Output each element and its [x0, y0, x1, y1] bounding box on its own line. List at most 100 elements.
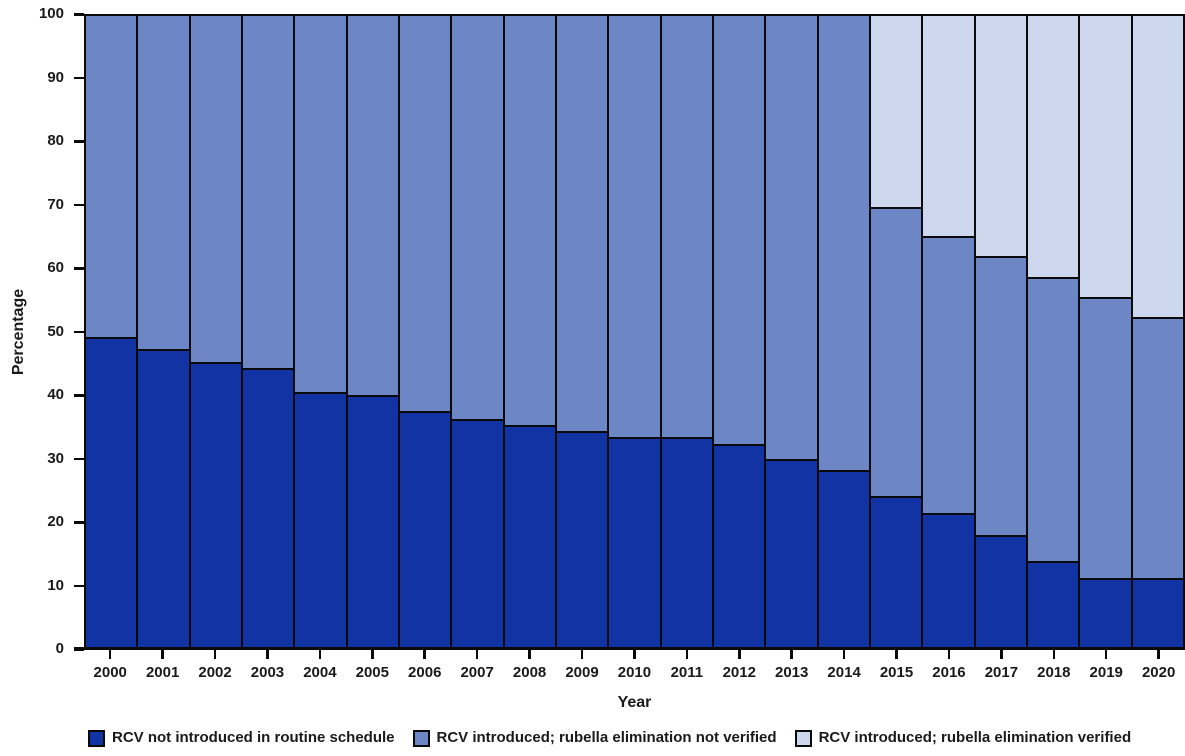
bar-segment-2014-series0 [818, 470, 869, 647]
bar-segment-2018-series2 [1027, 16, 1079, 278]
bar-segment-2002-series0 [190, 361, 241, 647]
y-tick-90 [74, 76, 84, 79]
legend-swatch-2 [794, 729, 812, 747]
x-tick-label-2018: 2018 [1037, 664, 1071, 681]
x-tick-2005 [346, 650, 398, 659]
x-tick-2019 [1080, 650, 1132, 659]
bar-2009 [554, 14, 610, 649]
y-tick-label-70: 70 [47, 195, 64, 213]
x-tick-label-2008: 2008 [512, 664, 547, 681]
bar-segment-2003-series1 [242, 16, 294, 369]
bar-2004 [293, 14, 348, 649]
bar-segment-2010-series1 [609, 16, 660, 438]
x-tick-label-2020: 2020 [1141, 664, 1176, 681]
x-axis-labels: 2000 2001 2002 2003 2004 2005 2006 2007 2008 2009… [84, 664, 1185, 682]
x-tick-label-2016: 2016 [932, 664, 966, 681]
x-tick-label-2002: 2002 [198, 664, 232, 681]
bar-segment-2000-series0 [86, 336, 137, 647]
x-axis-ticks [84, 650, 1185, 659]
bar-segment-2007-series0 [452, 418, 503, 647]
bar-segment-2016-series0 [923, 512, 974, 647]
x-tick-2016 [923, 650, 975, 659]
bar-2015 [868, 14, 924, 649]
bar-segment-2017-series1 [975, 255, 1026, 536]
bar-2003 [240, 14, 296, 649]
bar-segment-2015-series2 [870, 16, 922, 207]
x-tick-label-2009: 2009 [565, 664, 599, 681]
bar-2002 [188, 14, 243, 649]
bar-2001 [136, 14, 191, 649]
bar-segment-2015-series0 [870, 496, 922, 647]
x-tick-2020 [1132, 650, 1184, 659]
bar-2016 [921, 14, 976, 649]
x-tick-label-2003: 2003 [250, 664, 285, 681]
x-tick-label-2019: 2019 [1089, 664, 1123, 681]
x-tick-2007 [451, 650, 503, 659]
x-tick-2006 [399, 650, 451, 659]
bar-2006 [397, 14, 453, 649]
bar-2018 [1025, 14, 1081, 649]
bar-segment-2004-series1 [295, 16, 346, 392]
bar-2008 [502, 14, 557, 649]
x-tick-2018 [1028, 650, 1080, 659]
bar-segment-2011-series0 [661, 437, 712, 647]
y-tick-label-20: 20 [47, 513, 64, 530]
x-tick-2004 [294, 650, 346, 659]
bar-segment-2013-series1 [766, 16, 817, 460]
x-tick-2012 [713, 650, 765, 659]
y-tick-20 [74, 521, 84, 524]
bar-segment-2012-series1 [713, 16, 765, 444]
y-tick-label-100: 100 [38, 5, 64, 22]
y-tick-label-30: 30 [47, 449, 64, 467]
x-tick-2002 [189, 650, 241, 659]
legend-label-0: RCV not introduced in routine schedule [112, 729, 395, 746]
bar-2010 [607, 14, 662, 649]
legend: RCV not introduced in routine schedule RC… [88, 729, 1181, 747]
x-tick-label-2013: 2013 [775, 664, 809, 681]
y-tick-label-60: 60 [47, 259, 64, 276]
x-tick-2000 [84, 650, 136, 659]
bar-segment-2009-series1 [556, 16, 608, 432]
x-tick-label-2007: 2007 [460, 664, 494, 681]
x-axis-line [74, 647, 1185, 650]
plot-area [84, 14, 1185, 649]
bar-segment-2012-series0 [713, 443, 765, 647]
x-tick-2001 [136, 650, 188, 659]
x-tick-label-2017: 2017 [984, 664, 1019, 681]
x-tick-label-2012: 2012 [722, 664, 756, 681]
bar-segment-2020-series1 [1132, 316, 1183, 578]
bar-segment-2000-series1 [86, 16, 137, 337]
bar-2020 [1130, 14, 1185, 649]
bar-segment-2016-series2 [923, 16, 974, 237]
bar-segment-2018-series1 [1027, 277, 1079, 561]
legend-item-0: RCV not introduced in routine schedule [88, 729, 395, 747]
bar-segment-2006-series1 [399, 16, 451, 412]
bar-segment-2017-series0 [975, 535, 1026, 647]
bar-2013 [764, 14, 819, 649]
x-tick-2014 [818, 650, 870, 659]
legend-label-1: RCV introduced; rubella elimination not … [436, 729, 777, 746]
bar-segment-2007-series1 [452, 16, 503, 419]
y-tick-50 [74, 330, 84, 333]
bar-segment-2019-series0 [1080, 577, 1131, 647]
bar-segment-2013-series0 [766, 459, 817, 647]
x-tick-label-2001: 2001 [145, 664, 180, 681]
y-tick-label-90: 90 [47, 68, 64, 86]
bar-segment-2008-series0 [504, 424, 555, 647]
x-tick-2015 [870, 650, 922, 659]
x-tick-label-2010: 2010 [617, 664, 652, 681]
bar-segment-2009-series0 [556, 431, 608, 647]
legend-item-1: RCV introduced; rubella elimination not … [412, 729, 777, 747]
bar-2007 [450, 14, 505, 649]
bar-segment-2010-series0 [609, 437, 660, 647]
bar-2014 [816, 14, 871, 649]
y-tick-100 [74, 13, 84, 16]
x-tick-2010 [608, 650, 660, 659]
y-tick-60 [74, 267, 84, 270]
y-tick-10 [74, 584, 84, 587]
x-tick-label-2000: 2000 [93, 664, 127, 681]
x-tick-2009 [556, 650, 608, 659]
bar-2012 [711, 14, 767, 649]
bar-2005 [345, 14, 400, 649]
